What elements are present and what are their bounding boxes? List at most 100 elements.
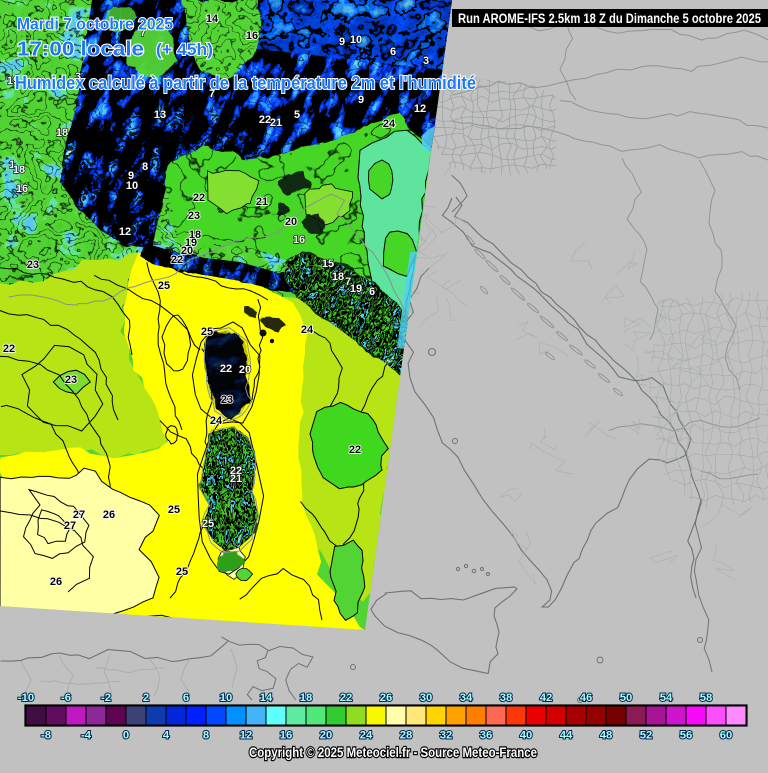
svg-text:13: 13 <box>154 109 166 121</box>
svg-text:42: 42 <box>540 692 553 704</box>
svg-text:14: 14 <box>260 692 273 704</box>
svg-text:1: 1 <box>9 159 15 171</box>
svg-text:32: 32 <box>440 730 453 742</box>
svg-text:38: 38 <box>500 692 513 704</box>
svg-text:16: 16 <box>293 234 305 246</box>
svg-text:25: 25 <box>202 518 214 530</box>
svg-text:24: 24 <box>360 730 373 742</box>
svg-text:25: 25 <box>168 504 180 516</box>
svg-text:5: 5 <box>294 109 300 121</box>
svg-text:0: 0 <box>123 730 129 742</box>
svg-text:20: 20 <box>285 216 297 228</box>
svg-text:30: 30 <box>420 692 433 704</box>
svg-text:14: 14 <box>206 13 219 25</box>
svg-text:20: 20 <box>239 364 251 376</box>
svg-text:23: 23 <box>221 394 233 406</box>
svg-text:24: 24 <box>301 324 314 336</box>
svg-text:23: 23 <box>27 259 39 271</box>
svg-text:12: 12 <box>414 103 426 115</box>
svg-text:Mardi 7 octobre 2025: Mardi 7 octobre 2025 <box>17 15 173 34</box>
svg-text:17:00 locale: 17:00 locale <box>17 38 144 61</box>
svg-text:22: 22 <box>193 192 205 204</box>
svg-text:9: 9 <box>339 36 345 48</box>
svg-text:22: 22 <box>230 465 242 477</box>
svg-text:18: 18 <box>332 271 344 283</box>
svg-text:25: 25 <box>201 326 213 338</box>
svg-text:22: 22 <box>3 343 15 355</box>
svg-text:22: 22 <box>340 692 353 704</box>
svg-text:52: 52 <box>640 730 653 742</box>
svg-text:22: 22 <box>220 363 232 375</box>
svg-text:3: 3 <box>423 55 429 67</box>
svg-text:-8: -8 <box>41 730 51 742</box>
svg-text:7: 7 <box>209 88 215 100</box>
svg-text:26: 26 <box>380 692 393 704</box>
svg-text:6: 6 <box>369 286 375 298</box>
svg-text:48: 48 <box>600 730 613 742</box>
svg-text:22: 22 <box>349 444 361 456</box>
svg-text:27: 27 <box>73 509 85 521</box>
svg-text:7: 7 <box>345 276 351 288</box>
svg-text:18: 18 <box>300 692 313 704</box>
svg-text:34: 34 <box>460 692 473 704</box>
svg-text:-4: -4 <box>81 730 92 742</box>
svg-text:Run AROME-IFS 2.5km 18 Z du Di: Run AROME-IFS 2.5km 18 Z du Dimanche 5 o… <box>458 11 761 26</box>
svg-text:60: 60 <box>720 730 733 742</box>
svg-text:58: 58 <box>700 692 713 704</box>
svg-text:-10: -10 <box>18 692 34 704</box>
svg-text:20: 20 <box>320 730 333 742</box>
svg-text:(+ 45h): (+ 45h) <box>156 41 213 59</box>
svg-text:28: 28 <box>400 730 413 742</box>
svg-text:-6: -6 <box>61 692 71 704</box>
svg-text:16: 16 <box>246 30 258 42</box>
svg-text:Humidex calculé à partir de la: Humidex calculé à partir de la températu… <box>15 73 476 93</box>
svg-text:21: 21 <box>230 473 242 485</box>
svg-text:8: 8 <box>203 730 209 742</box>
svg-text:10: 10 <box>220 692 233 704</box>
svg-text:56: 56 <box>680 730 693 742</box>
svg-text:6: 6 <box>390 46 396 58</box>
svg-text:19: 19 <box>7 75 19 87</box>
svg-text:-2: -2 <box>101 692 111 704</box>
svg-text:21: 21 <box>256 196 268 208</box>
svg-text:24: 24 <box>210 415 223 427</box>
svg-text:23: 23 <box>65 374 77 386</box>
svg-text:18: 18 <box>189 229 201 241</box>
svg-text:8: 8 <box>142 161 148 173</box>
svg-text:44: 44 <box>560 730 573 742</box>
svg-text:22: 22 <box>171 254 183 266</box>
svg-text:22: 22 <box>259 114 271 126</box>
svg-text:19: 19 <box>350 283 362 295</box>
svg-text:19: 19 <box>185 237 197 249</box>
svg-text:36: 36 <box>480 730 493 742</box>
svg-text:25: 25 <box>176 566 188 578</box>
svg-text:27: 27 <box>64 520 76 532</box>
svg-text:16: 16 <box>280 730 293 742</box>
svg-text:25: 25 <box>158 280 170 292</box>
svg-text:24: 24 <box>383 118 396 130</box>
svg-text:40: 40 <box>520 730 533 742</box>
svg-text:10: 10 <box>350 34 362 46</box>
svg-text:26: 26 <box>50 576 62 588</box>
svg-text:6: 6 <box>183 692 189 704</box>
svg-text:50: 50 <box>620 692 633 704</box>
svg-text:12: 12 <box>240 730 253 742</box>
svg-text:10: 10 <box>126 180 138 192</box>
svg-text:15: 15 <box>322 258 334 270</box>
svg-text:18: 18 <box>13 164 25 176</box>
svg-text:26: 26 <box>103 509 115 521</box>
svg-text:3: 3 <box>75 71 81 83</box>
svg-text:7: 7 <box>140 27 146 39</box>
svg-text:16: 16 <box>16 183 28 195</box>
svg-text:54: 54 <box>660 692 673 704</box>
svg-text:12: 12 <box>119 226 131 238</box>
svg-text:46: 46 <box>580 692 593 704</box>
svg-text:9: 9 <box>358 94 364 106</box>
svg-text:2: 2 <box>143 692 149 704</box>
svg-text:20: 20 <box>181 245 193 257</box>
svg-text:4: 4 <box>163 730 170 742</box>
svg-text:23: 23 <box>188 210 200 222</box>
svg-text:9: 9 <box>128 170 134 182</box>
svg-text:18: 18 <box>56 127 68 139</box>
svg-text:21: 21 <box>270 117 282 129</box>
